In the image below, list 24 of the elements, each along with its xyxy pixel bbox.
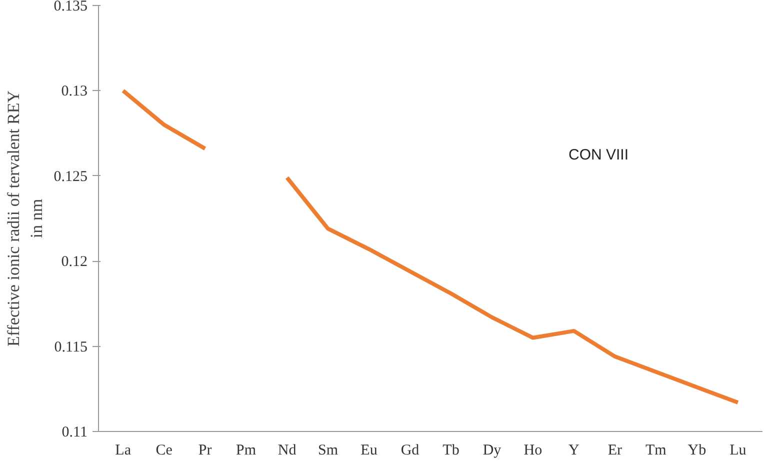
x-tick-label: Sm xyxy=(318,442,338,458)
x-tick-label: Tb xyxy=(442,442,460,458)
y-tick-label: 0.12 xyxy=(61,254,88,270)
annotation: CON VIII xyxy=(568,146,629,164)
x-tick-label: Pr xyxy=(198,442,212,458)
x-tick-label: Ce xyxy=(156,442,173,458)
y-tick-label: 0.125 xyxy=(54,168,88,185)
x-tick-label: Ho xyxy=(524,442,542,458)
x-tick-label: Yb xyxy=(688,442,706,458)
x-tick-label: Tm xyxy=(646,442,667,458)
x-tick-label: Eu xyxy=(360,442,378,458)
x-tick-label: Gd xyxy=(400,442,420,458)
x-tick-label: Dy xyxy=(482,442,502,458)
y-tick-label: 0.115 xyxy=(54,339,88,356)
y-tick-label: 0.13 xyxy=(61,84,88,100)
y-tick-label: 0.135 xyxy=(54,0,88,14)
x-tick-label: Pm xyxy=(236,442,256,458)
y-tick-label: 0.11 xyxy=(62,424,88,440)
x-tick-label: La xyxy=(115,442,132,458)
x-tick-label: Lu xyxy=(730,442,747,458)
x-tick-label: Er xyxy=(608,442,622,458)
y-axis-title: Effective ionic radii of tervalent REY in nm xyxy=(4,90,46,346)
x-tick-label: Nd xyxy=(278,442,297,458)
x-tick-label: Y xyxy=(568,442,580,458)
